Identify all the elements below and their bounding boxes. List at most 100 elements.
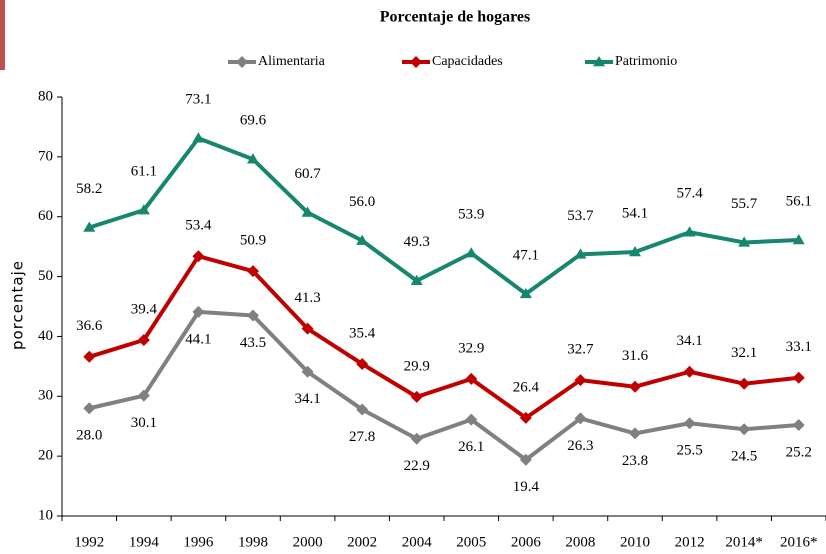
- marker: [192, 305, 205, 318]
- x-tick-label: 2006: [511, 534, 542, 550]
- data-label: 50.9: [240, 233, 266, 249]
- data-label: 53.4: [185, 218, 212, 234]
- data-label: 23.8: [622, 453, 648, 469]
- marker: [519, 287, 532, 299]
- y-tick-label: 70: [38, 148, 53, 164]
- marker: [792, 234, 805, 245]
- marker: [465, 247, 478, 258]
- data-label: 32.7: [567, 342, 594, 358]
- legend-label: Capacidades: [432, 54, 503, 69]
- data-label: 44.1: [185, 331, 211, 347]
- marker: [683, 226, 696, 237]
- marker: [792, 419, 805, 432]
- legend-marker: [593, 56, 605, 67]
- data-label: 28.0: [76, 428, 102, 444]
- data-label: 58.2: [76, 181, 102, 197]
- marker: [738, 423, 751, 436]
- x-tick-label: 1992: [74, 534, 104, 550]
- chart-title: Porcentaje de hogares: [380, 9, 530, 26]
- marker: [629, 427, 641, 440]
- data-label: 25.2: [786, 444, 812, 460]
- data-label: 26.4: [513, 379, 540, 395]
- marker: [410, 390, 423, 403]
- data-label: 22.9: [404, 458, 430, 474]
- marker: [356, 357, 369, 370]
- x-tick-label: 2014*: [725, 534, 763, 550]
- marker: [792, 371, 805, 384]
- y-tick-label: 20: [38, 448, 53, 464]
- data-label: 41.3: [294, 290, 320, 306]
- marker: [465, 372, 478, 385]
- data-label: 47.1: [513, 247, 539, 263]
- marker: [301, 206, 314, 217]
- x-tick-label: 1998: [238, 534, 268, 550]
- marker: [192, 250, 205, 263]
- marker: [465, 413, 478, 426]
- marker: [574, 412, 587, 425]
- y-tick-label: 10: [38, 507, 53, 523]
- series-line: [88, 254, 799, 420]
- data-label: 54.1: [622, 205, 648, 221]
- corner-accent: [0, 0, 5, 70]
- data-label: 34.1: [294, 391, 320, 407]
- marker: [683, 417, 696, 430]
- series-line: [88, 136, 799, 296]
- x-tick-label: 1996: [183, 534, 214, 550]
- y-tick-label: 30: [38, 388, 53, 404]
- legend-label: Patrimonio: [615, 54, 677, 69]
- data-label: 27.8: [349, 429, 375, 445]
- series-line: [88, 309, 799, 462]
- marker: [247, 265, 259, 278]
- data-label: 56.0: [349, 194, 375, 210]
- marker: [137, 389, 150, 402]
- data-label: 53.7: [567, 208, 594, 224]
- data-label: 60.7: [294, 166, 321, 182]
- data-label: 61.1: [131, 164, 157, 180]
- data-label: 73.1: [185, 92, 211, 108]
- marker: [301, 365, 314, 378]
- x-tick-label: 2002: [347, 534, 377, 550]
- data-label: 24.5: [731, 449, 757, 465]
- data-label: 19.4: [513, 479, 540, 495]
- marker: [410, 432, 423, 445]
- legend-marker: [236, 56, 248, 68]
- marker: [137, 334, 150, 347]
- data-label: 33.1: [786, 339, 812, 355]
- x-tick-label: 2000: [293, 534, 323, 550]
- marker: [192, 132, 205, 143]
- marker: [301, 322, 314, 335]
- marker: [738, 236, 751, 247]
- marker: [519, 453, 532, 466]
- data-label: 31.6: [622, 348, 649, 364]
- marker: [356, 234, 369, 245]
- x-tick-label: 1994: [129, 534, 160, 550]
- y-tick-label: 50: [38, 268, 53, 284]
- data-label: 43.5: [240, 335, 266, 351]
- x-tick-label: 2005: [456, 534, 486, 550]
- marker: [83, 350, 96, 363]
- data-label: 26.1: [458, 439, 484, 455]
- data-label: 32.1: [731, 345, 757, 361]
- data-label: 57.4: [676, 186, 703, 202]
- data-label: 26.3: [567, 438, 593, 454]
- data-label: 56.1: [786, 193, 812, 209]
- marker: [83, 402, 96, 415]
- marker: [83, 221, 96, 232]
- marker: [738, 377, 751, 390]
- marker: [356, 403, 369, 416]
- y-axis-label: porcentaje: [9, 260, 27, 350]
- marker: [137, 204, 150, 215]
- data-label: 36.6: [76, 318, 103, 334]
- marker: [519, 411, 532, 424]
- marker: [629, 380, 641, 393]
- marker: [683, 365, 696, 378]
- data-label: 35.4: [349, 325, 376, 341]
- y-tick-label: 80: [38, 88, 53, 104]
- data-label: 34.1: [676, 333, 702, 349]
- data-label: 39.4: [131, 301, 158, 317]
- data-label: 25.5: [676, 443, 702, 459]
- y-tick-label: 40: [38, 328, 53, 344]
- x-tick-label: 2008: [565, 534, 595, 550]
- data-label: 69.6: [240, 113, 267, 129]
